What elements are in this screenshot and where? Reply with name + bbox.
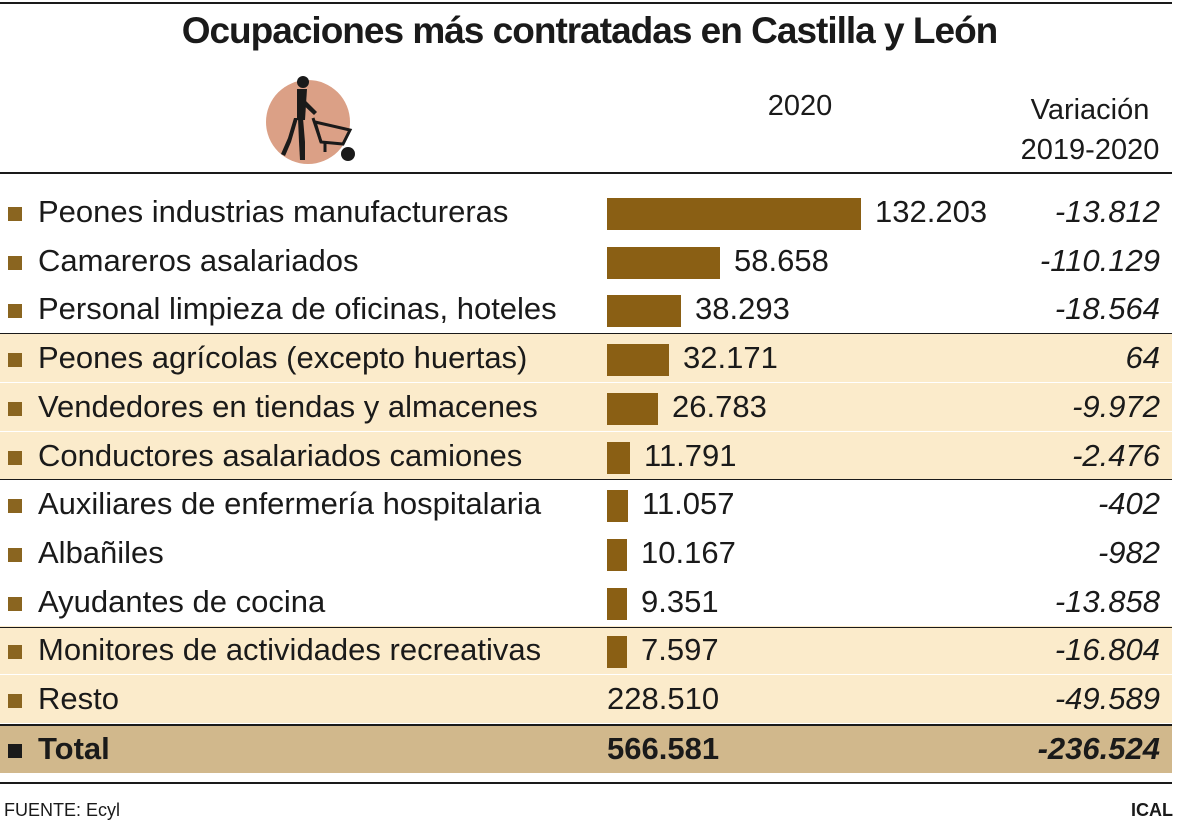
bar-value-label: 58.658 — [734, 243, 829, 278]
bar-value-label: 132.203 — [875, 194, 988, 229]
total-variation: -236.524 — [1037, 731, 1160, 766]
row-bullet — [8, 256, 22, 270]
separator-rule-3 — [0, 627, 1172, 628]
bar — [607, 295, 681, 327]
bottom-rule — [0, 782, 1172, 784]
bar-value-label: 26.783 — [672, 389, 767, 424]
total-label: Total — [38, 731, 110, 766]
column-header-variation: Variación 2019-2020 — [1000, 90, 1179, 170]
row-bullet — [8, 499, 22, 513]
total-bullet — [8, 744, 22, 758]
variation-value: -9.972 — [1072, 389, 1160, 424]
variation-value: -982 — [1097, 535, 1160, 570]
table-row: Ayudantes de cocina 9.351 -13.858 — [0, 578, 1172, 626]
header-rule — [0, 172, 1172, 174]
bar — [607, 247, 720, 279]
row-label: Albañiles — [38, 535, 164, 570]
column-header-year: 2020 — [767, 90, 833, 122]
worker-wheelbarrow-icon — [266, 76, 355, 164]
bar-value-label: 11.791 — [644, 438, 737, 473]
row-label: Peones industrias manufactureras — [38, 194, 509, 229]
bar — [607, 636, 627, 668]
variation-value: -49.589 — [1054, 681, 1160, 716]
row-bullet — [8, 548, 22, 562]
brand-credit: ICAL — [1131, 800, 1173, 820]
bar-value-label: 10.167 — [641, 535, 736, 570]
bar-value-label: 11.057 — [642, 486, 735, 521]
table-row: Monitores de actividades recreativas 7.59… — [0, 626, 1172, 674]
bar — [607, 539, 627, 571]
bar — [607, 344, 669, 376]
bar-value-label: 9.351 — [641, 584, 719, 619]
row-bullet — [8, 645, 22, 659]
row-bullet — [8, 402, 22, 416]
row-label: Resto — [38, 681, 119, 716]
icon-circle — [266, 80, 350, 164]
bar — [607, 490, 628, 522]
row-label: Auxiliares de enfermería hospitalaria — [38, 486, 542, 521]
table-row: Conductores asalariados camiones 11.791 -2… — [0, 432, 1172, 480]
row-label: Ayudantes de cocina — [38, 584, 326, 619]
bar — [607, 393, 658, 425]
total-value: 566.581 — [607, 731, 720, 766]
separator-rule-2 — [0, 479, 1172, 480]
row-bullet — [8, 304, 22, 318]
bar-value-label: 32.171 — [683, 340, 778, 375]
row-label: Monitores de actividades recreativas — [38, 632, 542, 667]
bar — [607, 588, 627, 620]
row-bullet — [8, 207, 22, 221]
source-note: FUENTE: Ecyl — [4, 800, 121, 820]
top-rule — [0, 2, 1172, 4]
row-label: Personal limpieza de oficinas, hoteles — [38, 291, 557, 326]
variation-header-line1: Variación — [1030, 94, 1150, 126]
variation-value: -110.129 — [1039, 243, 1160, 278]
bar-value-label: 228.510 — [607, 681, 720, 716]
separator-rule-1 — [0, 333, 1172, 334]
row-bullet — [8, 451, 22, 465]
variation-value: 64 — [1125, 340, 1160, 375]
variation-value: -2.476 — [1072, 438, 1160, 473]
row-label: Conductores asalariados camiones — [38, 438, 523, 473]
variation-value: -16.804 — [1054, 632, 1160, 667]
table-row: Albañiles 10.167 -982 — [0, 529, 1172, 577]
row-bullet — [8, 597, 22, 611]
table-row: Resto 228.510 -49.589 — [0, 675, 1172, 723]
table-row: Personal limpieza de oficinas, hoteles 38… — [0, 285, 1172, 333]
variation-header-line2: 2019-2020 — [1020, 134, 1160, 166]
total-top-rule — [0, 724, 1172, 726]
row-label: Peones agrícolas (excepto huertas) — [38, 340, 528, 375]
table-row: Peones agrícolas (excepto huertas) 32.171… — [0, 334, 1172, 382]
variation-value: -13.812 — [1054, 194, 1160, 229]
bar-value-label: 7.597 — [641, 632, 719, 667]
table-row: Peones industrias manufactureras 132.203 -… — [0, 188, 1172, 236]
chart-title: Ocupaciones más contratadas en Castilla … — [181, 10, 999, 51]
row-label: Camareros asalariados — [38, 243, 359, 278]
row-bullet — [8, 353, 22, 367]
table-row: Vendedores en tiendas y almacenes 26.783 -… — [0, 383, 1172, 431]
bar-value-label: 38.293 — [695, 291, 790, 326]
table-row: Auxiliares de enfermería hospitalaria 11.… — [0, 480, 1172, 528]
table-row: Camareros asalariados 58.658 -110.129 — [0, 237, 1172, 285]
total-row: Total 566.581 -236.524 — [0, 725, 1172, 773]
bar — [607, 198, 861, 230]
row-bullet — [8, 694, 22, 708]
row-label: Vendedores en tiendas y almacenes — [38, 389, 538, 424]
variation-value: -13.858 — [1054, 584, 1160, 619]
bar — [607, 442, 630, 474]
variation-value: -18.564 — [1054, 291, 1160, 326]
variation-value: -402 — [1097, 486, 1160, 521]
